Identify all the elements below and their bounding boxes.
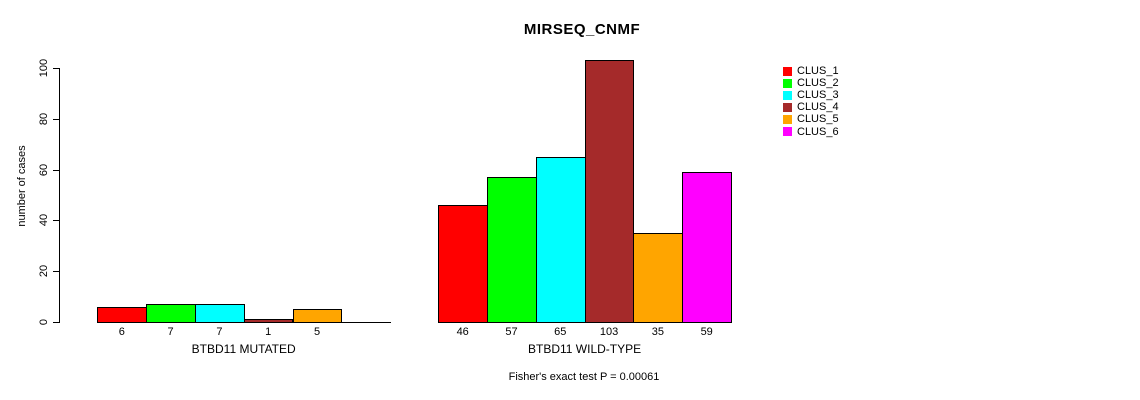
legend-item-label: CLUS_1 — [797, 65, 839, 77]
bar-value-label: 57 — [505, 326, 518, 338]
bar-value-label: 7 — [167, 326, 174, 338]
bar-clus-2 — [146, 304, 196, 322]
group-baseline — [438, 322, 732, 323]
bar-clus-3 — [194, 304, 245, 322]
legend-color-swatch — [783, 127, 792, 136]
y-axis-tick — [53, 118, 60, 120]
bar-clus-4 — [243, 319, 294, 322]
y-axis-line — [59, 68, 60, 323]
y-axis-tick-label: 20 — [38, 265, 50, 278]
legend-item-label: CLUS_4 — [797, 101, 839, 114]
fisher-test-annotation: Fisher's exact test P = 0.00061 — [508, 371, 660, 383]
y-axis-tick-label: 0 — [38, 318, 50, 326]
legend-item-label: CLUS_2 — [797, 77, 839, 90]
bar-clus-3 — [535, 156, 586, 322]
legend-color-swatch — [783, 90, 792, 100]
y-axis-tick — [53, 322, 60, 323]
y-axis-tick — [53, 220, 60, 222]
y-axis-tick-label: 80 — [38, 112, 50, 125]
legend-item-label: CLUS_5 — [797, 113, 839, 126]
chart-title: MIRSEQ_CNMF — [523, 21, 641, 38]
y-axis-tick — [53, 68, 60, 69]
group-baseline — [97, 322, 392, 323]
y-axis-title: number of cases — [16, 145, 28, 227]
bar-clus-2 — [487, 177, 537, 322]
bar-value-label: 35 — [651, 326, 665, 338]
bar-clus-1 — [438, 205, 488, 322]
legend-color-swatch — [783, 102, 792, 112]
legend-item-label: CLUS_6 — [797, 125, 839, 138]
bar-value-label: 65 — [554, 326, 567, 338]
bar-value-label: 6 — [118, 326, 125, 338]
legend-color-swatch — [783, 66, 792, 76]
y-axis-tick — [53, 169, 60, 171]
bar-clus-5 — [292, 309, 343, 322]
y-axis-tick-label: 40 — [38, 214, 50, 227]
group-label: BTBD11 MUTATED — [191, 342, 296, 356]
legend-color-swatch — [783, 78, 792, 88]
legend-item-label: CLUS_3 — [797, 89, 839, 102]
bar-clus-4 — [584, 60, 635, 322]
y-axis-tick-label: 60 — [38, 163, 50, 176]
bar-value-label: 103 — [599, 326, 619, 338]
bar-value-label: 5 — [313, 326, 321, 338]
y-axis-tick-label: 100 — [38, 58, 50, 78]
bar-clus-1 — [97, 306, 148, 322]
legend-color-swatch — [783, 114, 792, 124]
bar-clus-6 — [682, 172, 732, 322]
bar-value-label: 59 — [700, 326, 713, 338]
bar-value-label: 1 — [265, 326, 272, 338]
bar-value-label: 7 — [216, 326, 223, 338]
y-axis-tick — [53, 271, 60, 273]
group-label: BTBD11 WILD-TYPE — [528, 342, 642, 356]
bar-value-label: 46 — [456, 326, 469, 338]
bar-clus-5 — [633, 233, 684, 322]
